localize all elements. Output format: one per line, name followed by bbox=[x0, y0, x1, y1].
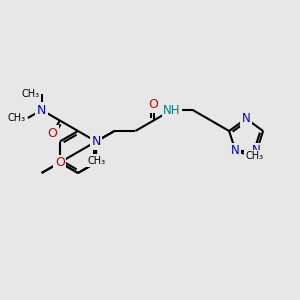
Text: CH₃: CH₃ bbox=[245, 151, 264, 161]
Text: NH: NH bbox=[163, 103, 181, 116]
Text: N: N bbox=[92, 135, 101, 148]
Text: O: O bbox=[148, 98, 158, 111]
Text: O: O bbox=[47, 127, 57, 140]
Text: CH₃: CH₃ bbox=[22, 89, 40, 99]
Text: N: N bbox=[242, 112, 250, 125]
Text: CH₃: CH₃ bbox=[87, 155, 105, 166]
Text: N: N bbox=[37, 103, 46, 116]
Text: N: N bbox=[231, 145, 240, 158]
Text: CH₃: CH₃ bbox=[8, 113, 26, 123]
Text: N: N bbox=[252, 145, 261, 158]
Text: O: O bbox=[55, 156, 65, 169]
